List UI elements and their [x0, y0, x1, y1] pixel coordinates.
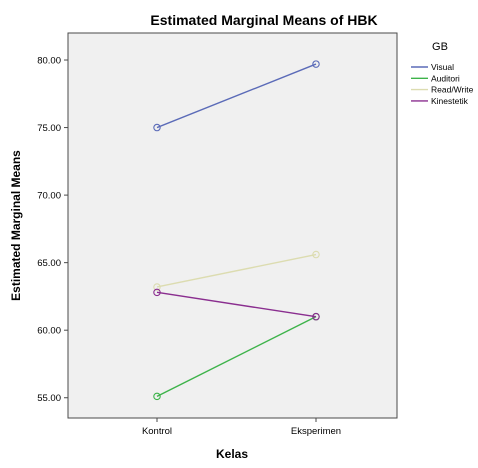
y-tick-label: 70.00	[37, 191, 61, 202]
chart-title: Estimated Marginal Means of HBK	[150, 12, 377, 28]
data-point-auditori	[153, 392, 161, 401]
data-point-kinestetik	[153, 288, 161, 297]
series-line-visual	[156, 63, 317, 129]
plot-area	[67, 32, 398, 419]
data-point-visual	[312, 60, 320, 68]
y-tick-label: 60.00	[37, 326, 61, 337]
legend-title: GB	[432, 41, 448, 53]
data-point-read-write	[312, 250, 320, 259]
data-point-visual	[153, 123, 161, 132]
series-line-auditori	[156, 316, 317, 398]
x-tick-label: Kontrol	[142, 426, 172, 437]
series-line-read-write	[156, 253, 317, 288]
data-point-kinestetik	[312, 312, 320, 321]
y-tick-label: 65.00	[37, 258, 61, 269]
y-axis-label: Estimated Marginal Means	[9, 150, 23, 301]
y-tick-label: 75.00	[37, 123, 61, 134]
legend-label-visual: Visual	[431, 62, 454, 72]
y-tick-label: 80.00	[37, 56, 61, 67]
data-point-read-write	[153, 283, 161, 291]
x-axis-label: Kelas	[216, 447, 248, 461]
legend-label-read-write: Read/Write	[431, 85, 474, 95]
series-line-kinestetik	[156, 291, 317, 318]
x-tick-label: Eksperimen	[291, 426, 341, 437]
y-tick-label: 55.00	[37, 393, 61, 404]
legend-label-auditori: Auditori	[431, 73, 460, 83]
legend-label-kinestetik: Kinestetik	[431, 96, 469, 106]
